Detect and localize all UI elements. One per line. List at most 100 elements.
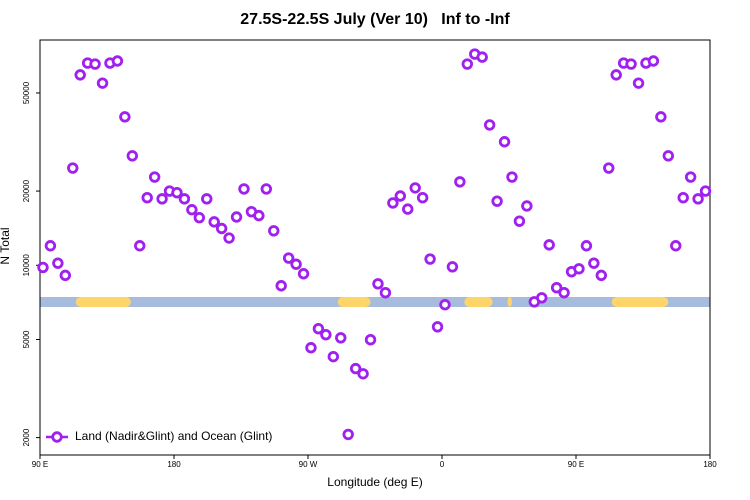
- legend-marker: [51, 431, 63, 443]
- data-point: [208, 216, 220, 228]
- data-point: [89, 58, 101, 70]
- x-tick-label: 0: [440, 460, 445, 469]
- data-point: [268, 225, 280, 237]
- data-point: [416, 191, 429, 204]
- data-point: [573, 263, 585, 275]
- data-point: [521, 200, 533, 212]
- data-point: [59, 269, 72, 282]
- data-point: [67, 162, 79, 174]
- data-point: [543, 239, 555, 251]
- data-point: [156, 193, 168, 205]
- data-point: [230, 211, 243, 223]
- data-point: [193, 211, 206, 224]
- data-point: [171, 186, 183, 199]
- data-point: [595, 269, 608, 282]
- y-tick-label: 20000: [22, 179, 31, 202]
- data-point: [253, 209, 265, 222]
- data-point: [379, 287, 392, 299]
- x-tick-label: 90 E: [568, 460, 584, 469]
- data-point: [588, 257, 600, 269]
- data-point: [37, 261, 49, 274]
- data-point: [312, 323, 325, 335]
- land-segment: [507, 297, 512, 307]
- land-segment: [611, 297, 669, 307]
- data-point: [364, 334, 377, 346]
- data-point: [439, 299, 451, 311]
- data-point: [223, 232, 235, 244]
- land-segment: [75, 297, 131, 307]
- data-point: [260, 183, 273, 195]
- land-segment: [337, 297, 371, 307]
- data-point: [141, 191, 153, 204]
- data-point: [282, 252, 295, 264]
- y-axis-label: N Total: [0, 227, 12, 264]
- y-tick-label: 2000: [22, 428, 31, 446]
- chart-title: 27.5S-22.5S July (Ver 10) Inf to -Inf: [240, 11, 510, 28]
- data-point: [461, 58, 474, 70]
- data-point: [119, 111, 131, 123]
- data-point: [305, 342, 317, 354]
- y-tick-label: 50000: [22, 81, 31, 104]
- data-point: [610, 69, 622, 81]
- data-point: [327, 350, 340, 363]
- data-point: [670, 240, 682, 252]
- data-point: [692, 193, 704, 205]
- legend-label: Land (Nadir&Glint) and Ocean (Glint): [75, 429, 272, 443]
- data-point: [186, 204, 198, 216]
- data-point: [402, 203, 414, 215]
- data-point: [387, 197, 399, 209]
- data-point: [513, 215, 526, 227]
- data-point: [52, 257, 64, 269]
- data-point: [536, 292, 548, 304]
- y-tick-label: 10000: [22, 254, 31, 277]
- ocean-strip: [40, 297, 710, 307]
- data-point: [446, 261, 459, 273]
- data-point: [275, 280, 287, 292]
- data-point: [178, 193, 191, 205]
- data-point: [111, 55, 124, 67]
- plot-frame: [39, 39, 711, 456]
- data-point: [342, 428, 354, 441]
- data-point: [126, 150, 139, 162]
- x-axis-label: Longitude (deg E): [327, 475, 422, 489]
- data-point: [580, 240, 593, 252]
- data-point: [506, 171, 518, 183]
- data-point: [684, 171, 697, 183]
- data-point: [290, 258, 302, 270]
- data-point: [625, 58, 637, 70]
- data-point: [215, 222, 228, 235]
- data-point: [357, 368, 369, 380]
- data-point: [483, 119, 496, 131]
- data-point: [297, 268, 310, 280]
- data-point: [498, 136, 511, 148]
- data-point: [476, 51, 488, 63]
- data-point: [44, 240, 57, 252]
- data-point: [201, 193, 213, 205]
- data-point: [603, 162, 615, 174]
- data-point: [550, 282, 563, 294]
- data-point: [134, 240, 146, 252]
- data-point: [699, 185, 712, 197]
- x-tick-label: 180: [703, 460, 717, 469]
- data-point: [238, 183, 250, 195]
- y-tick-label: 5000: [22, 330, 31, 348]
- x-tick-label: 90 E: [32, 460, 48, 469]
- data-point: [662, 150, 675, 162]
- data-point: [335, 332, 347, 344]
- data-point: [394, 190, 407, 202]
- data-point: [96, 77, 109, 89]
- data-point: [349, 362, 362, 375]
- data-point: [677, 191, 689, 204]
- data-point: [409, 182, 421, 194]
- data-point: [491, 195, 503, 207]
- x-tick-label: 90 W: [299, 460, 318, 469]
- data-point: [320, 328, 332, 341]
- data-point: [454, 176, 466, 188]
- x-tick-label: 180: [167, 460, 181, 469]
- data-point: [655, 111, 667, 123]
- data-point: [424, 253, 436, 265]
- data-point: [148, 171, 161, 183]
- data-point: [558, 287, 570, 299]
- land-segment: [464, 297, 493, 307]
